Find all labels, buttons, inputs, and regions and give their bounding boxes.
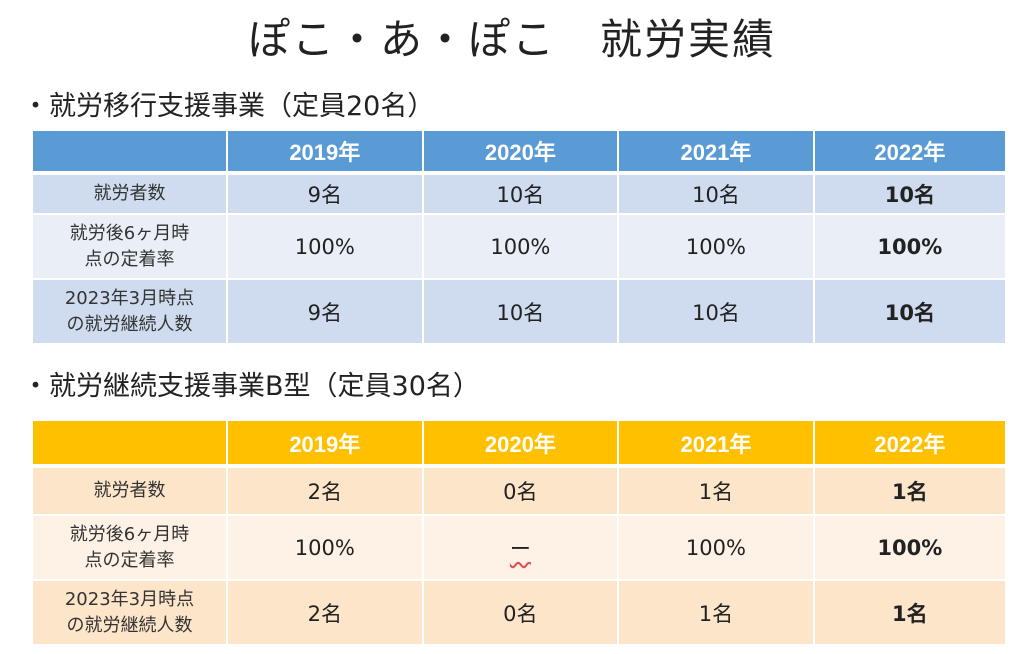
value-cell: 1名 <box>814 581 1005 646</box>
value-cell: 100% <box>814 215 1005 280</box>
value-cell: 1名 <box>814 468 1005 516</box>
value-cell: 100% <box>423 215 620 280</box>
type-b-support-table: 2019年 2020年 2021年 2022年 就労者数 2名 0名 1名 1名 就労後6ヶ月時 … <box>33 421 1005 646</box>
year-header-cell: 2020年 <box>423 131 620 175</box>
value-text: 10名 <box>692 300 740 325</box>
row-label-text: 就労者数 <box>93 480 166 501</box>
value-text: 100% <box>294 234 355 259</box>
value-cell: 1名 <box>619 468 815 516</box>
value-cell: ー <box>423 516 620 581</box>
table-row: 2023年3月時点 の就労継続人数 2名 0名 1名 1名 <box>33 581 1005 646</box>
row-label-text: 就労後6ヶ月時 点の定着率 <box>69 523 190 571</box>
value-cell: 0名 <box>423 468 620 516</box>
value-text: 10名 <box>884 183 935 207</box>
value-cell: 10名 <box>814 280 1005 345</box>
row-label: 就労後6ヶ月時 点の定着率 <box>33 516 228 581</box>
value-text: 100% <box>685 234 746 259</box>
value-text: 100% <box>685 535 746 560</box>
table-row: 就労者数 2名 0名 1名 1名 <box>33 468 1005 516</box>
table-row: 就労後6ヶ月時 点の定着率 100% ー 100% 100% <box>33 516 1005 581</box>
year-header-cell: 2019年 <box>228 421 424 468</box>
value-cell: 100% <box>228 516 424 581</box>
value-text: 1名 <box>698 601 734 626</box>
value-cell: 9名 <box>228 280 424 345</box>
section-heading-transition: ・就労移行支援事業（定員20名） <box>22 91 435 122</box>
row-label-text: 2023年3月時点 の就労継続人数 <box>64 588 195 636</box>
value-cell: 2名 <box>228 581 424 646</box>
value-text: 100% <box>877 234 943 259</box>
header-corner-cell <box>33 421 228 468</box>
value-text: 10名 <box>496 183 545 207</box>
value-cell: 100% <box>814 516 1005 581</box>
value-text: 100% <box>490 234 551 259</box>
section-heading-type-b: ・就労継続支援事業B型（定員30名） <box>22 371 480 402</box>
value-text: 100% <box>877 535 943 560</box>
value-cell: 10名 <box>619 280 815 345</box>
page-title: ぽこ・あ・ぽこ 就労実績 <box>247 15 776 64</box>
table-row: 就労後6ヶ月時 点の定着率 100% 100% 100% 100% <box>33 215 1005 280</box>
value-text: 2名 <box>307 480 342 504</box>
year-header-cell: 2021年 <box>619 421 815 468</box>
table-row: 就労者数 9名 10名 10名 10名 <box>33 175 1005 215</box>
row-label: 就労後6ヶ月時 点の定着率 <box>33 215 228 280</box>
value-cell: 9名 <box>228 175 424 215</box>
value-text: 2名 <box>307 601 342 626</box>
row-label: 2023年3月時点 の就労継続人数 <box>33 581 228 646</box>
value-text: 9名 <box>307 300 342 325</box>
value-text: 9名 <box>307 183 342 207</box>
value-text: 0名 <box>503 480 538 504</box>
value-cell: 2名 <box>228 468 424 516</box>
value-text: 10名 <box>884 300 935 325</box>
row-label-text: 就労者数 <box>93 183 166 204</box>
row-label-text: 就労後6ヶ月時 点の定着率 <box>69 222 190 270</box>
year-header-cell: 2021年 <box>619 131 815 175</box>
year-header-cell: 2022年 <box>814 421 1005 468</box>
value-cell: 10名 <box>619 175 815 215</box>
row-label: 就労者数 <box>33 468 228 516</box>
year-header-cell: 2020年 <box>423 421 620 468</box>
value-cell: 100% <box>228 215 424 280</box>
value-cell: 10名 <box>423 280 620 345</box>
value-text: 1名 <box>892 601 928 626</box>
transition-support-table: 2019年 2020年 2021年 2022年 就労者数 9名 10名 10名 10名 就労後6ヶ… <box>33 131 1005 345</box>
value-cell: 100% <box>619 215 815 280</box>
value-cell: 10名 <box>814 175 1005 215</box>
table-row: 2023年3月時点 の就労継続人数 9名 10名 10名 10名 <box>33 280 1005 345</box>
row-label: 就労者数 <box>33 175 228 215</box>
header-corner-cell <box>33 131 228 175</box>
row-label-text: 2023年3月時点 の就労継続人数 <box>64 287 195 335</box>
year-header-cell: 2019年 <box>228 131 424 175</box>
value-text: 10名 <box>692 183 740 207</box>
value-text: 0名 <box>503 601 538 626</box>
row-label: 2023年3月時点 の就労継続人数 <box>33 280 228 345</box>
value-text: 1名 <box>892 480 928 504</box>
value-cell: 0名 <box>423 581 620 646</box>
value-cell: 100% <box>619 516 815 581</box>
value-cell: 10名 <box>423 175 620 215</box>
value-cell: 1名 <box>619 581 815 646</box>
value-text: 10名 <box>496 300 545 325</box>
header-row: 2019年 2020年 2021年 2022年 <box>33 131 1005 175</box>
year-header-cell: 2022年 <box>814 131 1005 175</box>
value-text: 100% <box>294 535 355 560</box>
header-row: 2019年 2020年 2021年 2022年 <box>33 421 1005 468</box>
value-text: 1名 <box>698 480 734 504</box>
value-text: ー <box>509 536 531 561</box>
